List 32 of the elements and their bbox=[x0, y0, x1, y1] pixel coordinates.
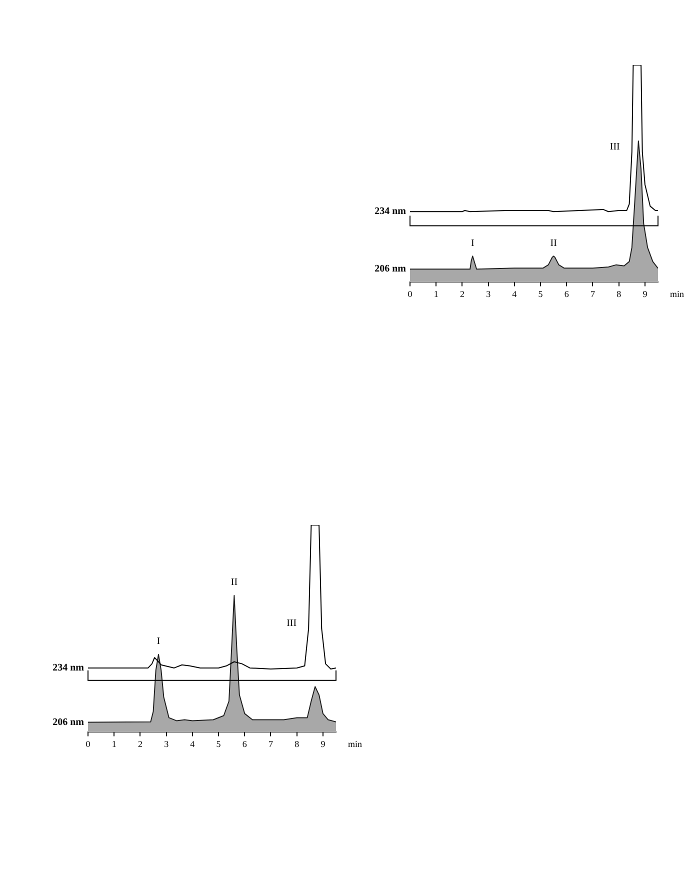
x-tick-label: 1 bbox=[112, 738, 116, 749]
x-tick-label: 5 bbox=[216, 738, 222, 749]
x-tick-label: 9 bbox=[320, 738, 326, 749]
series-label: 206 nm bbox=[52, 716, 85, 728]
x-tick-label: 1 bbox=[434, 288, 438, 299]
x-axis-title: min bbox=[348, 739, 362, 750]
x-tick-label: 7 bbox=[268, 738, 274, 749]
series-label: 234 nm bbox=[374, 206, 407, 218]
x-tick-label: 0 bbox=[408, 288, 413, 299]
annotation: II bbox=[230, 577, 238, 588]
x-tick-label: 6 bbox=[564, 288, 570, 299]
annotation: II bbox=[550, 238, 557, 249]
series-label: 206 nm bbox=[374, 264, 407, 275]
x-axis-title: min bbox=[670, 289, 684, 300]
x-tick-label: 6 bbox=[242, 738, 248, 749]
x-tick-label: 8 bbox=[616, 288, 622, 299]
x-tick-label: 0 bbox=[86, 738, 91, 749]
x-tick-label: 7 bbox=[590, 288, 596, 299]
x-tick-label: 8 bbox=[294, 738, 300, 749]
annotation: I bbox=[156, 636, 160, 648]
x-tick-label: 3 bbox=[486, 288, 492, 299]
x-tick-label: 2 bbox=[460, 288, 464, 299]
annotation: I bbox=[470, 238, 474, 249]
x-tick-label: 4 bbox=[190, 738, 196, 749]
series-label: 234 nm bbox=[52, 662, 85, 674]
x-tick-label: 4 bbox=[512, 288, 518, 299]
x-tick-label: 2 bbox=[138, 738, 142, 749]
x-tick-label: 9 bbox=[642, 288, 648, 299]
annotation: III bbox=[610, 142, 620, 153]
x-tick-label: 5 bbox=[538, 288, 544, 299]
annotation: III bbox=[286, 618, 297, 630]
x-tick-label: 3 bbox=[164, 738, 170, 749]
